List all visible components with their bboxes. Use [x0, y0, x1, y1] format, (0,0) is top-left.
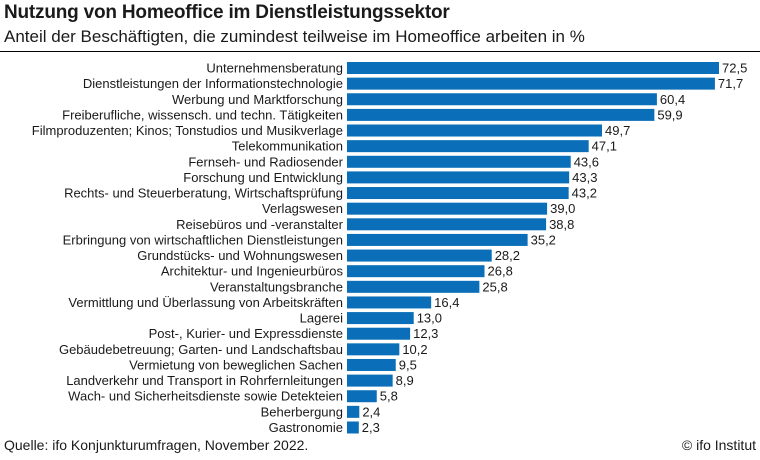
chart-title: Nutzung von Homeoffice im Dienstleistung… — [4, 2, 450, 23]
value-label: 9,5 — [399, 357, 417, 372]
category-label: Landverkehr und Transport in Rohrfernlei… — [66, 373, 343, 388]
bar — [347, 62, 719, 74]
category-label: Gebäudebetreuung; Garten- und Landschaft… — [59, 342, 343, 357]
value-label: 16,4 — [434, 295, 459, 310]
value-label: 2,4 — [362, 404, 380, 419]
bar — [347, 249, 492, 262]
category-label: Werbung und Marktforschung — [172, 92, 343, 107]
bar — [347, 93, 657, 106]
bar — [347, 405, 360, 418]
value-label: 28,2 — [495, 248, 520, 263]
value-label: 43,2 — [572, 186, 597, 201]
value-label: 49,7 — [605, 123, 630, 138]
bar — [347, 358, 396, 371]
bar — [347, 124, 603, 137]
category-label: Forschung und Entwicklung — [183, 170, 343, 185]
source-note: Quelle: ifo Konjunkturumfragen, November… — [4, 437, 309, 453]
bar — [347, 187, 569, 200]
value-label: 26,8 — [488, 264, 513, 279]
category-label: Rechts- und Steuerberatung, Wirtschaftsp… — [64, 186, 343, 201]
value-label: 60,4 — [660, 92, 685, 107]
category-label: Fernseh- und Radiosender — [188, 154, 343, 169]
category-label: Vermittlung und Überlassung von Arbeitsk… — [68, 295, 343, 310]
value-label: 47,1 — [592, 139, 617, 154]
value-label: 35,2 — [531, 232, 556, 247]
bar — [347, 374, 393, 387]
bar — [347, 171, 570, 184]
value-label: 13,0 — [417, 311, 442, 326]
category-label: Grundstücks- und Wohnungswesen — [137, 248, 343, 263]
bar — [347, 280, 480, 293]
bar — [347, 77, 715, 90]
value-label: 43,3 — [572, 170, 597, 185]
category-label: Filmproduzenten; Kinos; Tonstudios und M… — [32, 123, 343, 138]
category-label: Post-, Kurier- und Expressdienste — [149, 326, 343, 341]
bar — [347, 390, 377, 403]
category-label: Reisebüros und -veranstalter — [176, 217, 344, 232]
value-label: 5,8 — [380, 389, 398, 404]
value-label: 59,9 — [657, 107, 682, 122]
value-label: 8,9 — [396, 373, 414, 388]
value-label: 25,8 — [482, 279, 507, 294]
bar — [347, 140, 589, 153]
category-label: Dienstleistungen der Informationstechnol… — [83, 76, 343, 91]
bar — [347, 155, 571, 168]
chart-subtitle: Anteil der Beschäftigten, die zumindest … — [4, 27, 585, 46]
bar — [347, 202, 548, 215]
bar — [347, 312, 414, 325]
bar — [347, 233, 528, 246]
value-label: 38,8 — [549, 217, 574, 232]
bar-chart: Unternehmensberatung 72,5 Dienstleistungen… — [32, 61, 748, 435]
bar — [347, 108, 655, 121]
category-label: Unternehmensberatung — [206, 61, 343, 76]
category-label: Erbringung von wirtschaftlichen Dienstle… — [63, 232, 343, 247]
category-label: Vermietung von beweglichen Sachen — [129, 357, 343, 372]
category-label: Verlagswesen — [262, 201, 343, 216]
copyright-credit: © ifo Institut — [681, 437, 756, 453]
bar — [347, 218, 547, 231]
category-label: Telekommunikation — [232, 139, 343, 154]
category-label: Freiberufliche, wissensch. und techn. Tä… — [62, 107, 343, 122]
value-label: 39,0 — [550, 201, 575, 216]
bar — [347, 343, 400, 356]
value-label: 12,3 — [413, 326, 438, 341]
value-label: 72,5 — [722, 61, 747, 76]
bar — [347, 265, 485, 278]
category-label: Lagerei — [300, 311, 343, 326]
category-label: Wach- und Sicherheitsdienste sowie Detek… — [68, 389, 343, 404]
value-label: 2,3 — [362, 420, 380, 435]
value-label: 71,7 — [718, 76, 743, 91]
category-label: Veranstaltungsbranche — [210, 279, 343, 294]
bar — [347, 296, 432, 309]
category-label: Gastronomie — [269, 420, 343, 435]
category-label: Architektur- und Ingenieurbüros — [161, 264, 344, 279]
bar — [347, 421, 359, 434]
category-label: Beherbergung — [261, 404, 343, 419]
value-label: 43,6 — [574, 154, 599, 169]
bar — [347, 327, 411, 340]
title-divider — [0, 51, 760, 52]
value-label: 10,2 — [402, 342, 427, 357]
